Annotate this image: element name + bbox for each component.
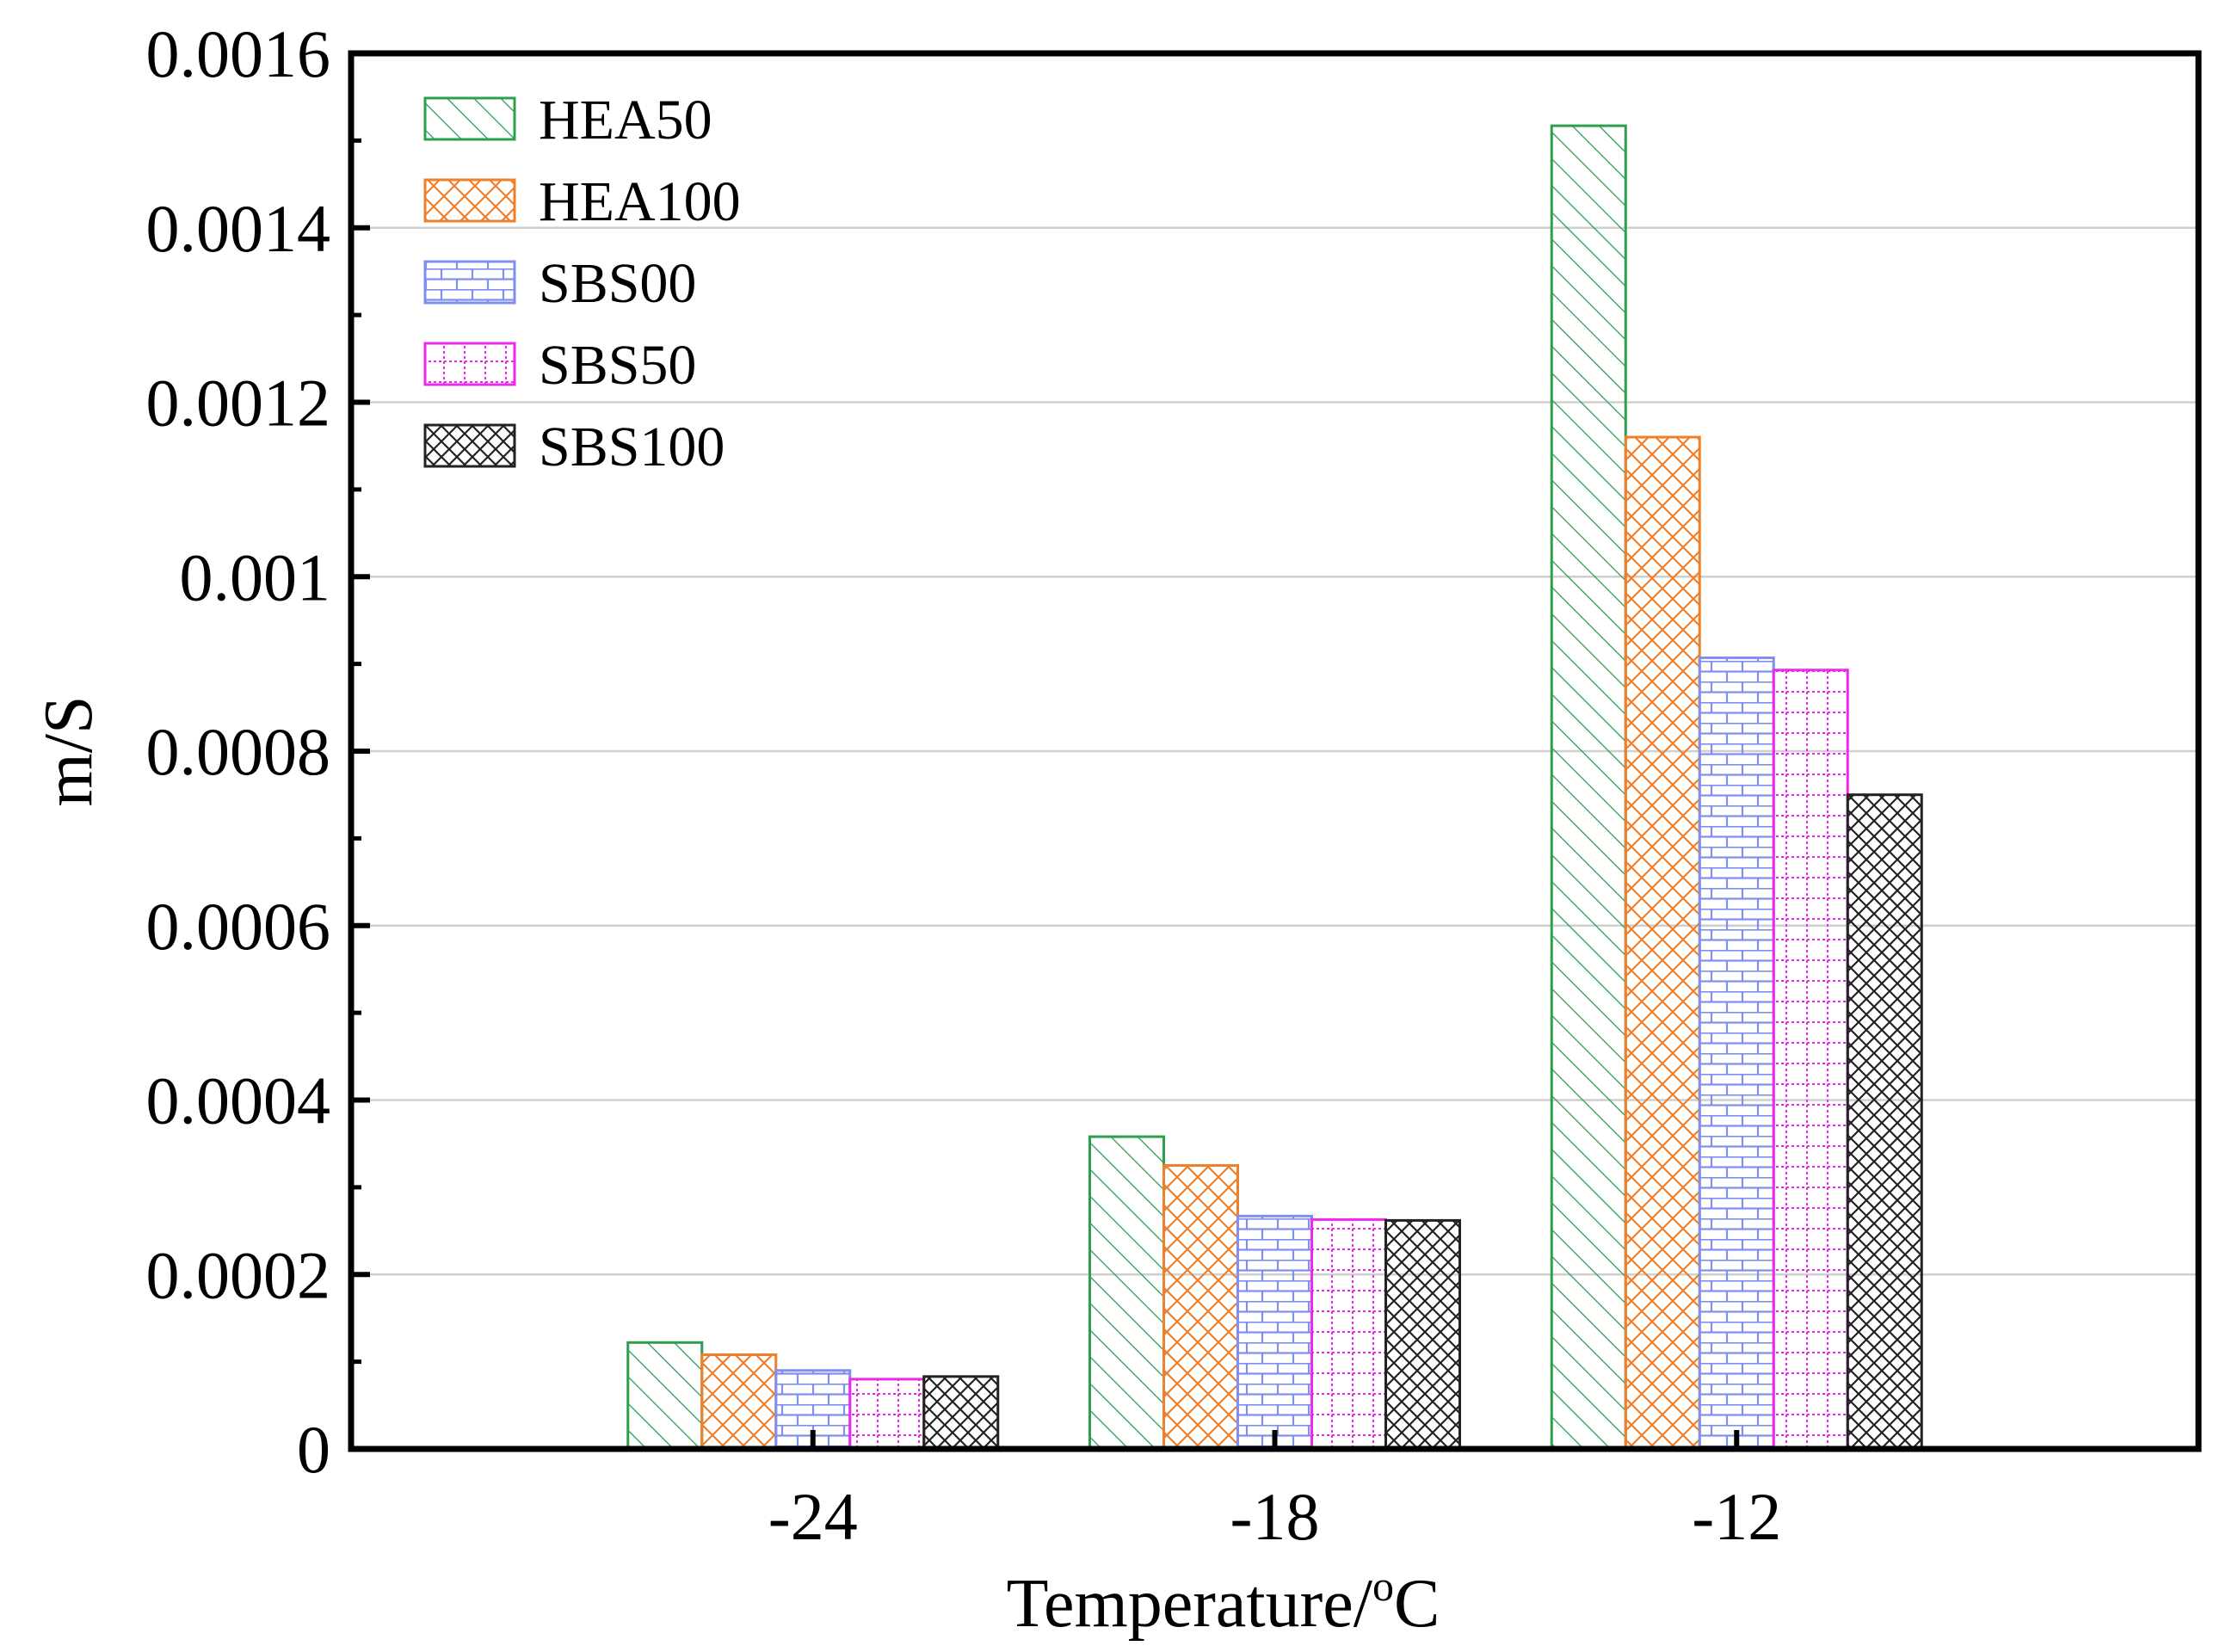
legend-item-hea100: HEA100 xyxy=(423,170,741,233)
legend-swatch xyxy=(423,96,516,141)
bar-sbs100-m12 xyxy=(1846,793,1923,1451)
legend-label: SBS100 xyxy=(539,416,725,478)
gridlines xyxy=(351,226,2198,1276)
y-tick-label: 0.0002 xyxy=(146,1237,331,1312)
legend-label: SBS50 xyxy=(539,334,696,397)
x-axis-title: Temperature/oC xyxy=(1007,1562,1440,1642)
bar-sbs00-m12 xyxy=(1698,656,1775,1451)
y-tick-label: 0.0014 xyxy=(146,191,331,266)
legend-label: HEA100 xyxy=(539,170,741,233)
x-tick-labels: -24 -18 -12 xyxy=(768,1479,1781,1554)
y-tick-labels: 0 0.0002 0.0004 0.0006 0.0008 0.001 0.0012 0.00… xyxy=(146,16,331,1487)
legend-swatch xyxy=(423,342,516,386)
bars xyxy=(626,124,1923,1451)
y-tick-label: 0.001 xyxy=(180,539,331,614)
legend-swatch xyxy=(423,423,516,468)
bar-hea50-m18 xyxy=(1088,1135,1165,1451)
bar-hea100-m12 xyxy=(1624,435,1701,1451)
y-tick-label: 0.0008 xyxy=(146,714,331,789)
bar-hea100-m18 xyxy=(1162,1164,1239,1451)
y-axis-title: m/S xyxy=(31,696,107,807)
x-tick-label: -12 xyxy=(1692,1479,1781,1554)
bar-hea50-m12 xyxy=(1550,124,1627,1451)
y-tick-label: 0.0016 xyxy=(146,16,331,91)
y-tick-label: 0.0012 xyxy=(146,366,331,441)
bar-sbs100-m24 xyxy=(922,1375,1000,1451)
legend-label: HEA50 xyxy=(539,89,712,151)
x-axis-title-unit: C xyxy=(1394,1566,1440,1642)
bar-sbs00-m18 xyxy=(1236,1214,1313,1451)
bar-sbs50-m24 xyxy=(848,1378,926,1451)
bar-sbs50-m12 xyxy=(1772,669,1849,1451)
x-tick-label: -24 xyxy=(768,1479,858,1554)
legend-swatch xyxy=(423,260,516,305)
legend-label: SBS00 xyxy=(539,252,696,315)
y-tick-label: 0.0006 xyxy=(146,889,331,964)
legend: HEA50 HEA100 SBS00 SBS50 SBS100 xyxy=(423,89,741,478)
y-tick-label: 0.0004 xyxy=(146,1063,331,1138)
y-tick-label: 0 xyxy=(297,1412,330,1487)
x-axis-title-main: Temperature/ xyxy=(1007,1566,1373,1642)
bar-sbs100-m18 xyxy=(1384,1218,1461,1451)
legend-item-sbs00: SBS00 xyxy=(423,252,696,315)
x-axis-title-superscript: o xyxy=(1372,1562,1394,1610)
bar-hea50-m24 xyxy=(626,1341,704,1451)
bar-hea100-m24 xyxy=(700,1353,778,1451)
legend-item-hea50: HEA50 xyxy=(423,89,712,151)
bar-sbs50-m18 xyxy=(1310,1217,1387,1451)
x-tick-label: -18 xyxy=(1230,1479,1320,1554)
axis-ticks xyxy=(351,51,1740,1452)
legend-swatch xyxy=(423,178,516,223)
legend-item-sbs50: SBS50 xyxy=(423,334,696,397)
legend-item-sbs100: SBS100 xyxy=(423,416,725,478)
